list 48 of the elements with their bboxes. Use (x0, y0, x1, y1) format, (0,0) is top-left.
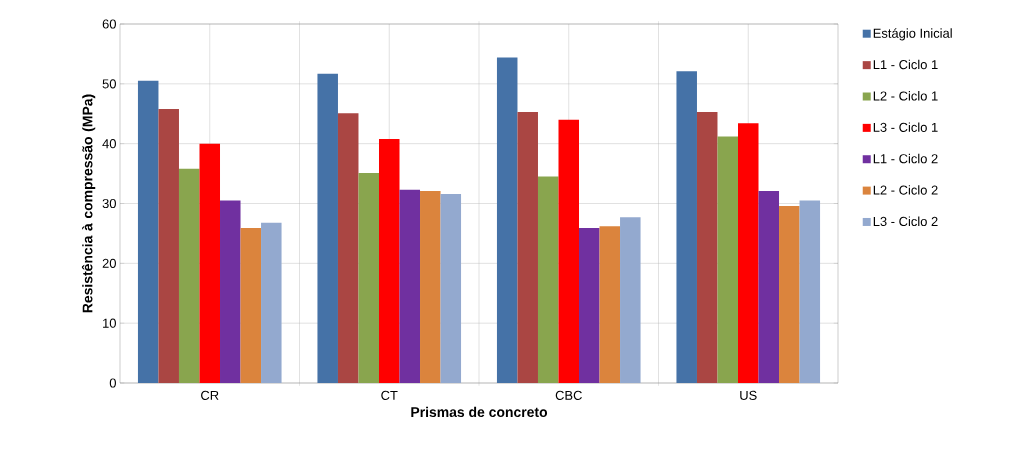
bar (517, 111, 538, 383)
x-axis-title: Prismas de concreto (411, 406, 548, 418)
y-tick-label: 60 (102, 19, 116, 29)
legend-label: L3 - Ciclo 2 (873, 216, 938, 227)
bar (420, 190, 441, 383)
bar (558, 119, 580, 383)
y-tick-label: 30 (102, 198, 116, 209)
bar (537, 176, 559, 383)
bar (440, 193, 462, 383)
legend-label: L1 - Ciclo 2 (873, 153, 938, 164)
bar (620, 217, 641, 383)
bar (158, 108, 179, 383)
bar (799, 200, 821, 383)
bar (579, 228, 600, 383)
y-tick-label: 40 (102, 139, 116, 149)
y-tick-label: 50 (102, 79, 116, 89)
x-tick-label: CT (381, 390, 398, 400)
bar (137, 80, 159, 383)
x-tick-label: US (740, 390, 757, 400)
y-axis-title: Resistência à compressão (MPa) (81, 94, 96, 313)
bar (178, 168, 200, 383)
y-tick-label: 0 (109, 378, 116, 388)
bar (496, 57, 518, 383)
legend-label: L1 - Ciclo 1 (873, 59, 938, 70)
bar (599, 226, 621, 383)
y-tick-label: 20 (102, 258, 116, 268)
bar (199, 143, 221, 383)
bar (379, 138, 400, 383)
bar (337, 113, 359, 383)
bar (738, 123, 759, 383)
legend-label: L3 - Ciclo 1 (873, 122, 938, 132)
bar (317, 73, 338, 383)
bar (779, 205, 800, 383)
legend-label: L2 - Ciclo 1 (873, 91, 938, 101)
legend-label: Estágio Inicial (873, 28, 952, 41)
x-tick-label: CR (201, 390, 219, 400)
bar (261, 222, 282, 383)
bar (717, 136, 738, 383)
bar (399, 189, 421, 383)
bar (358, 172, 379, 383)
bar (220, 200, 241, 383)
bar (676, 71, 697, 383)
bar (696, 111, 718, 383)
bar (758, 190, 780, 383)
legend-label: L2 - Ciclo 2 (873, 185, 938, 195)
bar (240, 228, 262, 383)
y-tick-label: 10 (103, 318, 116, 328)
x-tick-label: CBC (555, 390, 582, 400)
